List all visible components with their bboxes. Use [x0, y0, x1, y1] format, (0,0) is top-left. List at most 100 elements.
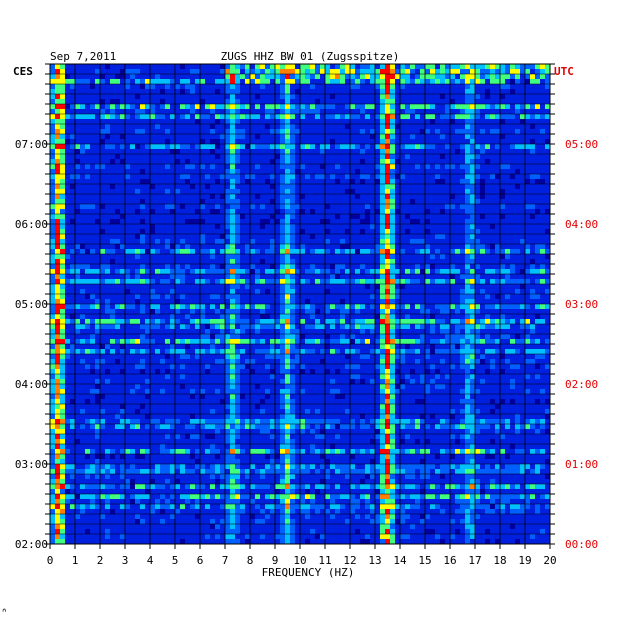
heatmap-cell	[245, 244, 251, 250]
heatmap-cell	[385, 224, 391, 230]
heatmap-cell	[250, 309, 256, 315]
heatmap-cell	[280, 299, 286, 305]
heatmap-cell	[500, 184, 506, 190]
heatmap-cell	[510, 214, 516, 220]
heatmap-cell	[530, 234, 536, 240]
heatmap-cell	[290, 99, 296, 105]
heatmap-cell	[355, 164, 361, 170]
heatmap-cell	[175, 264, 181, 270]
heatmap-cell	[375, 244, 381, 250]
heatmap-cell	[215, 89, 221, 95]
heatmap-cell	[440, 264, 446, 270]
heatmap-cell	[530, 124, 536, 130]
heatmap-cell	[135, 189, 141, 195]
heatmap-cell	[315, 99, 321, 105]
heatmap-cell	[425, 309, 431, 315]
heatmap-cell	[475, 149, 481, 155]
heatmap-cell	[280, 219, 286, 225]
heatmap-cell	[290, 159, 296, 165]
heatmap-cell	[70, 144, 76, 150]
heatmap-cell	[195, 149, 201, 155]
heatmap-cell	[105, 159, 111, 165]
heatmap-cell	[495, 154, 501, 160]
heatmap-cell	[55, 79, 61, 85]
heatmap-cell	[475, 89, 481, 95]
heatmap-cell	[355, 189, 361, 195]
heatmap-cell	[545, 69, 551, 75]
heatmap-cell	[425, 124, 431, 130]
heatmap-cell	[190, 99, 196, 105]
heatmap-cell	[210, 249, 216, 255]
heatmap-cell	[215, 64, 221, 70]
heatmap-cell	[100, 149, 106, 155]
heatmap-cell	[280, 199, 286, 205]
heatmap-cell	[115, 304, 121, 310]
heatmap-cell	[315, 279, 321, 285]
heatmap-cell	[125, 74, 131, 80]
heatmap-cell	[330, 249, 336, 255]
heatmap-cell	[185, 164, 191, 170]
heatmap-cell	[220, 184, 226, 190]
heatmap-cell	[305, 124, 311, 130]
heatmap-cell	[335, 299, 341, 305]
heatmap-cell	[250, 294, 256, 300]
heatmap-cell	[240, 279, 246, 285]
heatmap-cell	[445, 119, 451, 125]
heatmap-cell	[125, 209, 131, 215]
heatmap-cell	[545, 199, 551, 205]
heatmap-cell	[400, 209, 406, 215]
heatmap-cell	[370, 194, 376, 200]
heatmap-cell	[410, 134, 416, 140]
heatmap-cell	[275, 224, 281, 230]
heatmap-cell	[325, 164, 331, 170]
heatmap-cell	[435, 199, 441, 205]
heatmap-cell	[475, 69, 481, 75]
heatmap-cell	[505, 209, 511, 215]
heatmap-cell	[105, 114, 111, 120]
heatmap-cell	[375, 274, 381, 280]
heatmap-cell	[230, 199, 236, 205]
heatmap-cell	[465, 144, 471, 150]
heatmap-cell	[345, 64, 351, 70]
heatmap-cell	[100, 134, 106, 140]
heatmap-cell	[405, 309, 411, 315]
heatmap-cell	[455, 224, 461, 230]
heatmap-cell	[355, 149, 361, 155]
heatmap-cell	[70, 99, 76, 105]
heatmap-cell	[530, 224, 536, 230]
heatmap-cell	[70, 279, 76, 285]
heatmap-cell	[165, 304, 171, 310]
heatmap-cell	[480, 104, 486, 110]
heatmap-cell	[370, 274, 376, 280]
heatmap-cell	[115, 174, 121, 180]
heatmap-cell	[515, 194, 521, 200]
heatmap-cell	[205, 134, 211, 140]
heatmap-cell	[285, 69, 291, 75]
heatmap-cell	[490, 309, 496, 315]
heatmap-cell	[380, 219, 386, 225]
heatmap-cell	[520, 84, 526, 90]
heatmap-cell	[480, 309, 486, 315]
heatmap-cell	[155, 89, 161, 95]
heatmap-cell	[240, 249, 246, 255]
heatmap-cell	[395, 69, 401, 75]
heatmap-cell	[475, 144, 481, 150]
heatmap-cell	[205, 224, 211, 230]
heatmap-cell	[415, 139, 421, 145]
heatmap-cell	[335, 309, 341, 315]
heatmap-cell	[435, 64, 441, 70]
heatmap-cell	[225, 204, 231, 210]
heatmap-cell	[520, 114, 526, 120]
heatmap-cell	[265, 114, 271, 120]
heatmap-cell	[390, 144, 396, 150]
heatmap-cell	[280, 294, 286, 300]
heatmap-cell	[325, 89, 331, 95]
heatmap-cell	[285, 99, 291, 105]
heatmap-cell	[380, 119, 386, 125]
heatmap-cell	[335, 214, 341, 220]
heatmap-cell	[345, 174, 351, 180]
heatmap-cell	[290, 149, 296, 155]
heatmap-cell	[415, 94, 421, 100]
heatmap-cell	[295, 134, 301, 140]
heatmap-cell	[100, 234, 106, 240]
